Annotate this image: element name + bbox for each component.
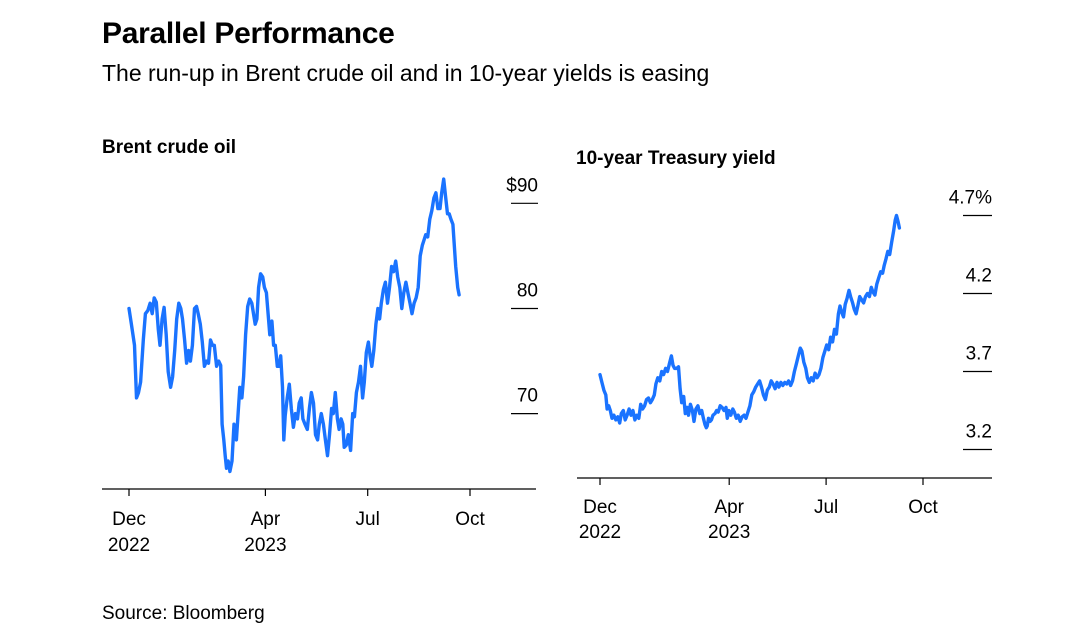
brent-series-line <box>127 177 461 474</box>
treasury-ytick-label: 3.7 <box>966 344 992 365</box>
brent-xtick-sublabel: 2022 <box>108 535 150 556</box>
brent-xtick-label: Dec <box>112 509 146 530</box>
treasury-xtick-sublabel: 2022 <box>579 522 621 543</box>
treasury-ytick-label: 4.2 <box>966 265 992 286</box>
chart-subtitle: The run-up in Brent crude oil and in 10-… <box>102 60 710 86</box>
treasury-ytick-label: 4.7% <box>949 187 992 208</box>
treasury-xtick-sublabel: 2023 <box>708 522 750 543</box>
treasury-xtick-label: Apr <box>714 497 744 518</box>
treasury-xtick-label: Jul <box>814 497 838 518</box>
treasury-ytick-label: 3.2 <box>966 422 992 443</box>
treasury-series-line <box>598 213 902 430</box>
treasury-xtick-label: Dec <box>583 497 617 518</box>
brent-ytick-label: $90 <box>506 175 538 196</box>
brent-xtick-label: Jul <box>356 509 380 530</box>
panel-title-treasury: 10-year Treasury yield <box>576 148 776 169</box>
chart-title: Parallel Performance <box>102 17 395 50</box>
brent-xtick-label: Oct <box>455 509 485 530</box>
brent-ytick-label: 80 <box>517 280 538 301</box>
panel-title-brent: Brent crude oil <box>102 137 236 158</box>
source-note: Source: Bloomberg <box>102 603 265 624</box>
brent-ytick-label: 70 <box>517 386 538 407</box>
brent-xtick-sublabel: 2023 <box>244 535 286 556</box>
brent-xtick-label: Apr <box>251 509 281 530</box>
treasury-xtick-label: Oct <box>908 497 938 518</box>
